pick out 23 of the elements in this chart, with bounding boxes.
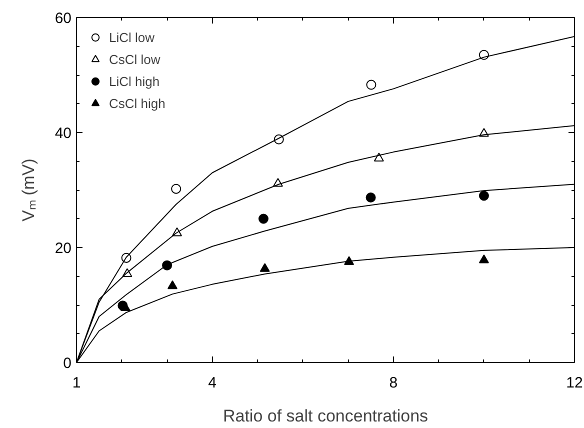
- point: [260, 263, 270, 272]
- y-tick-label: 40: [54, 125, 72, 142]
- point: [478, 190, 489, 201]
- x-tick-label: 12: [566, 374, 583, 392]
- y-tick-label: 60: [54, 10, 72, 27]
- point: [374, 152, 384, 162]
- point: [258, 214, 268, 224]
- x-axis-title: Ratio of salt concentrations: [222, 406, 428, 426]
- point: [366, 192, 376, 202]
- x-tick-label: 1: [72, 374, 81, 392]
- point: [366, 80, 376, 90]
- legend-label: CsCl low: [109, 52, 160, 66]
- y-axis-title: Vₘ (mV): [18, 158, 38, 222]
- legend-label: LiCl high: [109, 74, 160, 88]
- legend-label: CsCl high: [109, 96, 166, 110]
- x-tick-label: 4: [208, 374, 216, 392]
- y-tick-label: 20: [54, 240, 72, 257]
- point: [171, 184, 182, 194]
- legend-label: LiCl low: [109, 30, 155, 44]
- point: [167, 280, 178, 290]
- y-tick-label: 0: [63, 355, 72, 372]
- x-tick-label: 8: [389, 374, 398, 392]
- point: [478, 254, 489, 264]
